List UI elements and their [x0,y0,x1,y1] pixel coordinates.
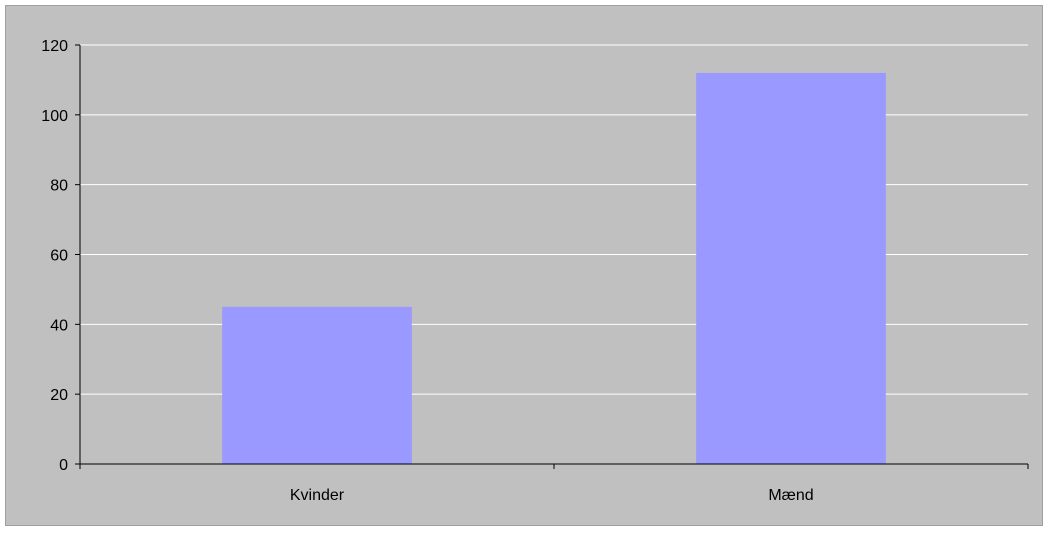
bar-kvinder [222,306,412,464]
x-tick-label-mænd: Mænd [768,487,813,504]
y-tick-label-0: 0 [59,457,68,474]
y-tick-label-40: 40 [50,317,68,334]
chart-area [5,5,1043,526]
y-tick-label-120: 120 [41,38,68,55]
x-axis-ticks: Kvinder Mænd [79,464,1029,504]
y-axis-ticks: 0 20 40 60 80 100 120 [41,38,80,474]
bar-mænd [696,72,886,464]
y-tick-label-20: 20 [50,387,68,404]
y-tick-label-80: 80 [50,178,68,195]
bars [222,72,886,464]
y-tick-label-60: 60 [50,248,68,265]
x-tick-label-kvinder: Kvinder [290,487,345,504]
y-tick-label-100: 100 [41,108,68,125]
